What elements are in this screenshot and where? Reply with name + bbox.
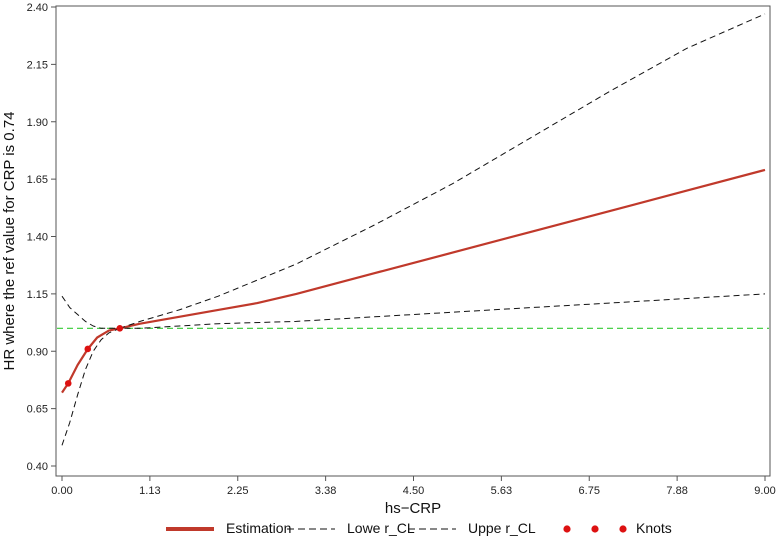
legend-swatch-knot — [619, 525, 627, 533]
legend-label: Uppe r_CL — [468, 520, 536, 536]
x-axis-title: hs−CRP — [385, 500, 441, 517]
x-tick-label: 5.63 — [491, 485, 512, 497]
legend-label: Lowe r_CL — [347, 520, 415, 536]
knot-point — [116, 325, 124, 332]
series-estimation — [61, 168, 766, 394]
knot-layer — [64, 325, 124, 387]
y-tick-label: 0.90 — [27, 346, 48, 358]
legend-label: Knots — [636, 520, 672, 536]
legend: Estimation Lowe r_CL Uppe r_CL Knots — [166, 520, 672, 536]
y-tick-label: 0.65 — [27, 404, 48, 416]
y-axis: 0.40 0.65 0.90 1.15 1.40 1.65 1.90 2.15 2.40 — [27, 2, 56, 473]
plot-frame — [55, 5, 771, 477]
x-tick-label: 3.38 — [315, 485, 336, 497]
x-tick-label: 4.50 — [403, 485, 424, 497]
y-axis-title: HR where the ref value for CRP is 0.74 — [1, 111, 18, 370]
y-tick-label: 2.15 — [27, 59, 48, 71]
legend-swatch-knot — [563, 525, 571, 533]
knot-point — [84, 345, 92, 353]
y-tick-label: 1.90 — [27, 117, 48, 129]
legend-swatch-knot — [591, 525, 599, 533]
series-upper-cl — [61, 13, 766, 329]
y-tick-label: 1.65 — [27, 174, 48, 186]
y-tick-label: 0.40 — [27, 461, 48, 473]
series-lower-cl — [61, 293, 766, 446]
y-tick-label: 1.15 — [27, 289, 48, 301]
x-tick-label: 7.88 — [666, 485, 687, 497]
y-tick-label: 2.40 — [27, 2, 48, 14]
x-tick-label: 6.75 — [579, 485, 600, 497]
x-tick-label: 2.25 — [227, 485, 248, 497]
x-tick-label: 1.13 — [139, 485, 160, 497]
legend-label: Estimation — [226, 520, 291, 536]
x-axis: 0.00 1.13 2.25 3.38 4.50 5.63 6.75 7.88 9.00 — [51, 476, 776, 497]
x-tick-label: 9.00 — [754, 485, 775, 497]
y-tick-label: 1.40 — [27, 232, 48, 244]
series-layer — [61, 13, 766, 446]
x-tick-label: 0.00 — [51, 485, 72, 497]
knot-point — [64, 380, 72, 387]
